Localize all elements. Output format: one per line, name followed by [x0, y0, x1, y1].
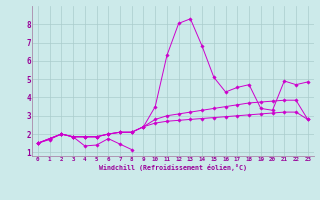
X-axis label: Windchill (Refroidissement éolien,°C): Windchill (Refroidissement éolien,°C) — [99, 164, 247, 171]
